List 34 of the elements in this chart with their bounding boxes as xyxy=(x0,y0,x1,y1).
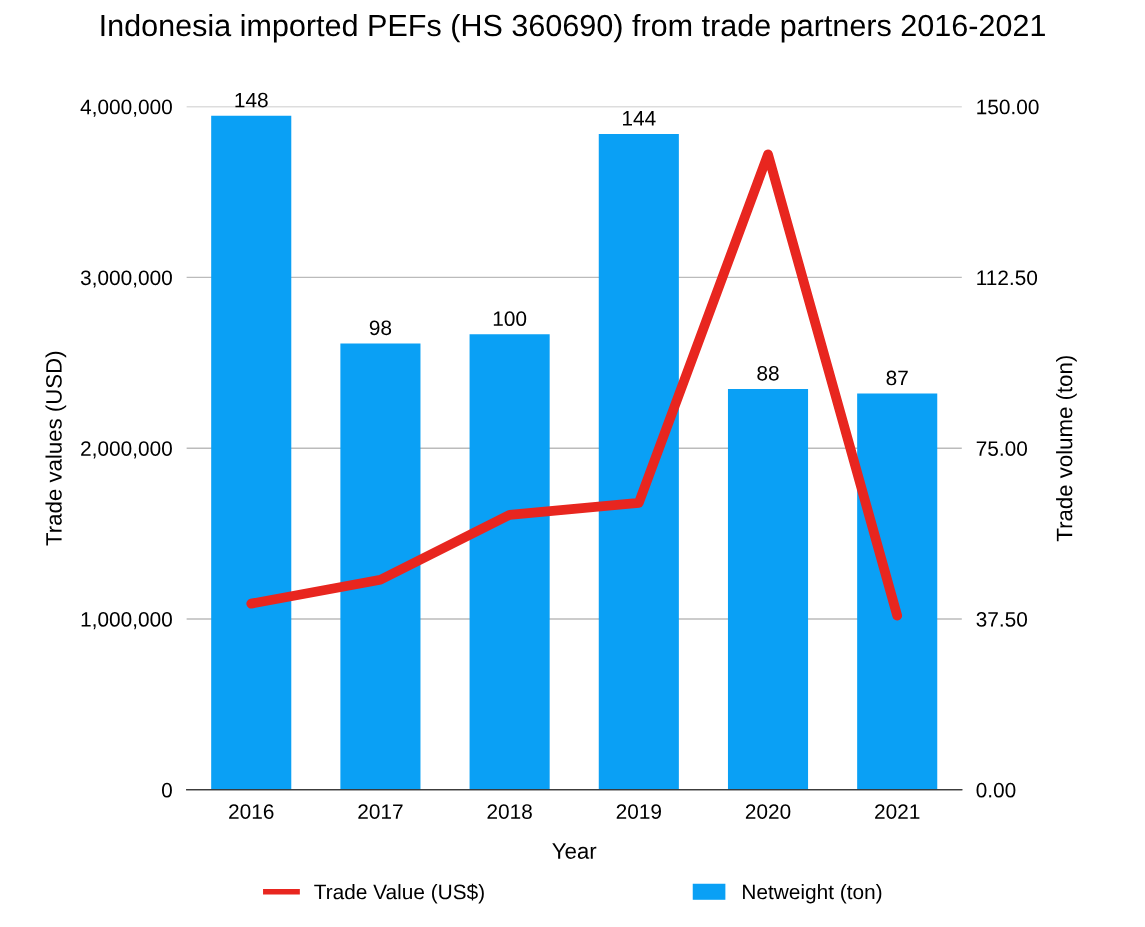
y2-tick-label: 37.50 xyxy=(976,612,1028,627)
data-label: 88 xyxy=(757,365,779,381)
data-label: 148 xyxy=(235,92,268,108)
y2-tick-label: 150.00 xyxy=(977,99,1039,115)
x-tick-label: 2017 xyxy=(358,804,403,819)
y2-tick-label: 112.50 xyxy=(977,270,1038,286)
y-tick-label: 4,000,000 xyxy=(80,99,172,117)
y2-tick-label: 0.00 xyxy=(976,782,1016,798)
x-tick-label: 2021 xyxy=(875,804,920,819)
x-tick-label: 2020 xyxy=(745,804,791,819)
data-label: 98 xyxy=(369,320,392,336)
bar xyxy=(727,388,809,790)
bar xyxy=(340,343,421,790)
data-label: 100 xyxy=(493,311,527,327)
x-tick-label: 2018 xyxy=(487,804,532,819)
y-tick-label: 3,000,000 xyxy=(80,270,172,288)
y2-axis-title: Trade volume (ton) xyxy=(1056,356,1077,542)
y-tick-label: 1,000,000 xyxy=(81,612,172,630)
y-tick-label: 2,000,000 xyxy=(81,441,172,459)
x-axis-title: Year xyxy=(552,843,597,859)
y2-tick-label: 75.00 xyxy=(976,441,1028,456)
x-tick-label: 2016 xyxy=(229,804,274,819)
x-tick-label: 2019 xyxy=(616,804,661,819)
y-axis-title: Trade values (USD) xyxy=(45,351,67,546)
bar xyxy=(211,115,292,790)
bar xyxy=(598,133,679,790)
legend-label: Trade Value (US$) xyxy=(314,883,484,904)
bar xyxy=(469,334,550,790)
bar xyxy=(857,393,938,790)
legend-label: Netweight (ton) xyxy=(743,884,882,904)
y-tick-label: 0 xyxy=(161,782,172,798)
chart-title: Indonesia imported PEFs (HS 360690) from trade partners 2016-2021 xyxy=(101,13,1045,43)
data-label: 144 xyxy=(623,111,656,126)
data-label: 87 xyxy=(886,370,908,386)
